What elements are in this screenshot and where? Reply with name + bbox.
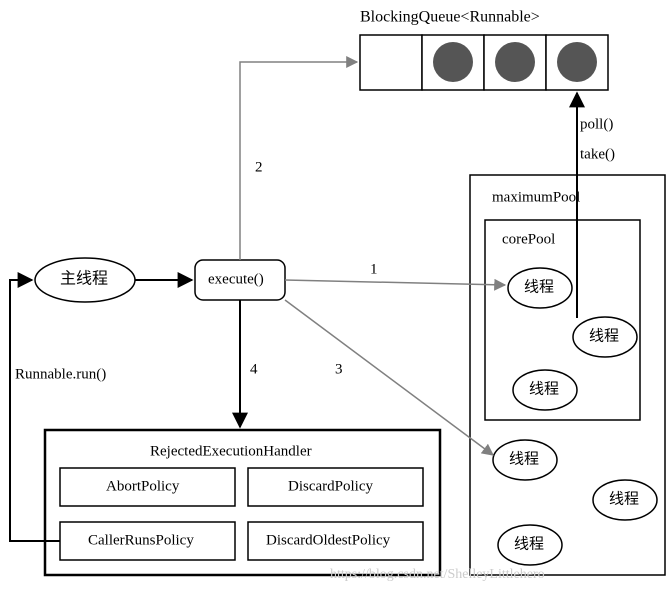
discard-policy-label: DiscardPolicy [288, 478, 373, 494]
rejected-handler-label: RejectedExecutionHandler [150, 443, 312, 459]
execute-label: execute() [208, 271, 264, 287]
queue-item-icon [495, 42, 535, 82]
edge-4-label: 4 [250, 361, 258, 377]
poll-label: poll() [580, 116, 613, 132]
edge-2-label: 2 [255, 159, 263, 175]
queue-item-icon [433, 42, 473, 82]
core-pool-label: corePool [502, 231, 555, 247]
edge-3-label: 3 [335, 361, 343, 377]
main-thread-label: 主线程 [60, 270, 108, 288]
caller-runs-policy-label: CallerRunsPolicy [88, 532, 194, 548]
thread-label: 线程 [509, 450, 539, 467]
runnable-run-label: Runnable.run() [15, 366, 106, 382]
thread-label: 线程 [589, 327, 619, 344]
watermark: https://blog.csdn.net/ShelleyLittlehero [330, 567, 545, 582]
take-label: take() [580, 146, 615, 162]
thread-label: 线程 [524, 278, 554, 295]
queue-title: BlockingQueue<Runnable> [360, 9, 540, 26]
thread-label: 线程 [609, 490, 639, 507]
abort-policy-label: AbortPolicy [106, 478, 180, 494]
queue-item-icon [557, 42, 597, 82]
edge-1-label: 1 [370, 261, 378, 277]
blocking-queue [360, 35, 608, 90]
thread-label: 线程 [514, 535, 544, 552]
maximum-pool-label: maximumPool [492, 189, 580, 205]
thread-label: 线程 [529, 380, 559, 397]
discard-oldest-policy-label: DiscardOldestPolicy [266, 532, 391, 548]
